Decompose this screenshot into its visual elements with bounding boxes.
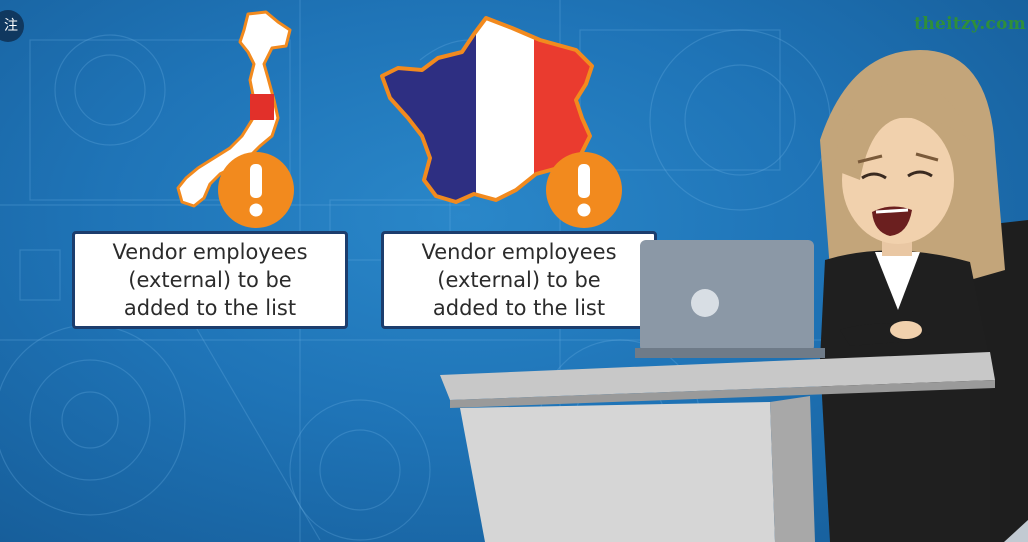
caption-text: Vendor employees (external) to be added … — [421, 240, 617, 320]
exclamation-icon — [546, 152, 622, 228]
caption-card-japan: Vendor employees (external) to be added … — [72, 231, 348, 329]
caption-card-france: Vendor employees (external) to be added … — [381, 231, 657, 329]
watermark-logo: theitzy.com — [914, 14, 1026, 34]
badge-text: 注 — [4, 18, 18, 34]
caption-text: Vendor employees (external) to be added … — [112, 240, 308, 320]
watermark-text: theitzy.com — [914, 14, 1026, 34]
japan-map — [176, 10, 292, 208]
character-illustration — [440, 50, 1028, 542]
exclamation-icon — [218, 152, 294, 228]
corner-widget-icon[interactable] — [1002, 516, 1028, 542]
